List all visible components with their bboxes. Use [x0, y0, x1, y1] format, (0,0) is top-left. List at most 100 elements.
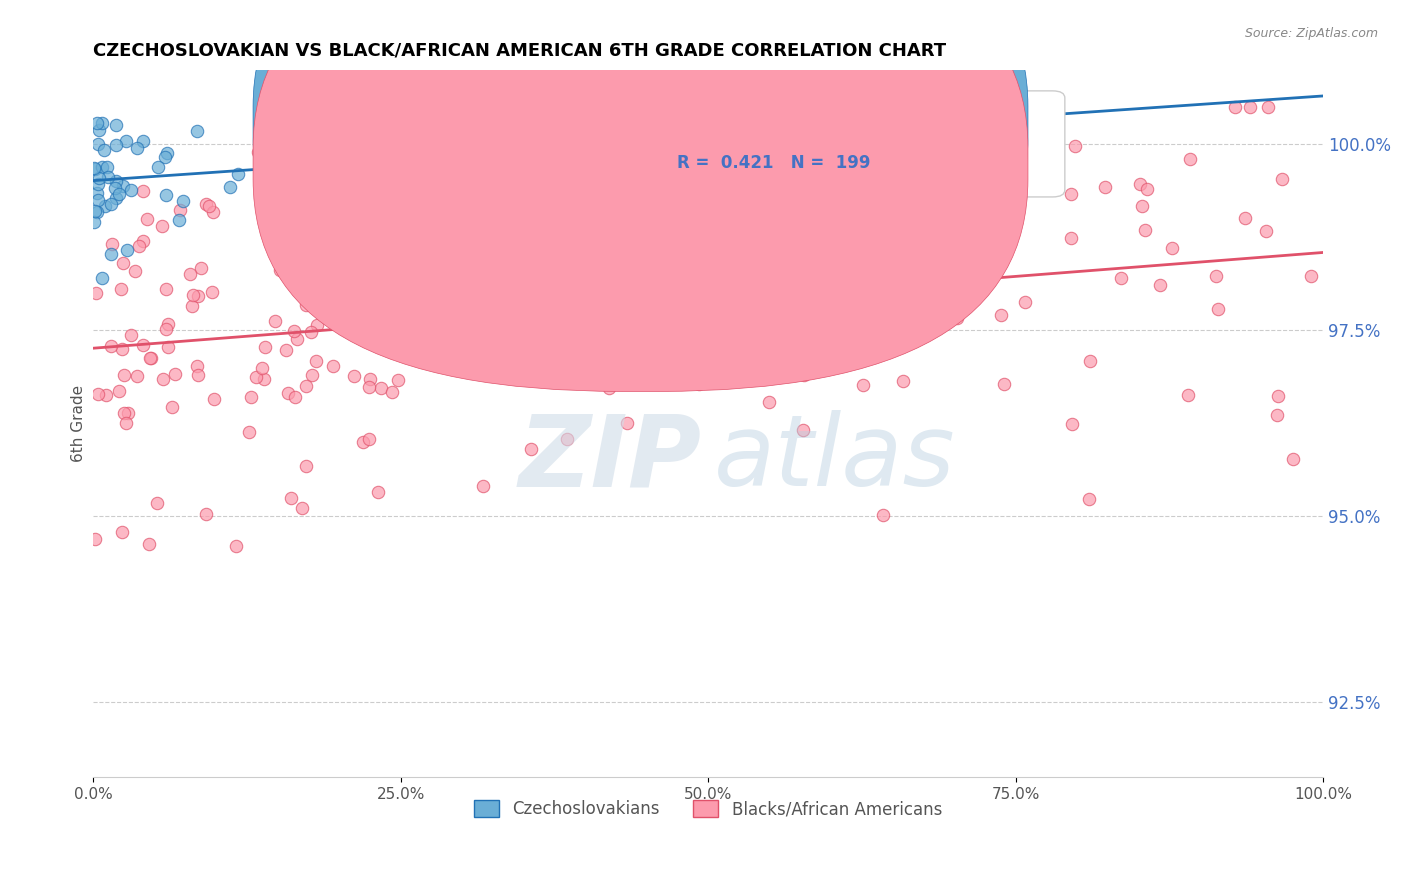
Point — [91, 160, 114, 174]
Point — [87, 123, 110, 137]
Point — [465, 155, 488, 169]
Point — [254, 340, 277, 354]
Point — [357, 380, 380, 394]
Point — [111, 525, 134, 540]
Point — [156, 146, 179, 161]
Point — [186, 124, 208, 138]
Point — [269, 263, 291, 277]
Point — [322, 359, 344, 373]
Point — [783, 228, 806, 243]
Point — [86, 205, 108, 219]
Point — [105, 118, 128, 132]
Point — [882, 260, 904, 274]
Point — [711, 277, 734, 291]
Point — [572, 100, 595, 114]
Point — [257, 211, 280, 226]
Point — [280, 491, 302, 506]
Point — [1136, 182, 1159, 196]
Point — [131, 184, 153, 198]
Point — [523, 100, 546, 114]
Point — [485, 197, 508, 211]
Point — [299, 325, 322, 339]
Point — [307, 178, 329, 192]
Point — [1094, 180, 1116, 194]
Text: atlas: atlas — [714, 410, 956, 508]
Point — [852, 377, 875, 392]
Point — [1282, 452, 1305, 467]
Point — [281, 227, 304, 242]
FancyBboxPatch shape — [253, 0, 1028, 351]
Point — [277, 386, 299, 401]
Point — [139, 351, 162, 365]
Point — [1265, 409, 1288, 423]
Text: CZECHOSLOVAKIAN VS BLACK/AFRICAN AMERICAN 6TH GRADE CORRELATION CHART: CZECHOSLOVAKIAN VS BLACK/AFRICAN AMERICA… — [93, 42, 946, 60]
Point — [543, 235, 565, 250]
Point — [128, 239, 150, 253]
Point — [84, 285, 107, 300]
Point — [246, 145, 269, 159]
Point — [100, 339, 122, 353]
Point — [370, 381, 392, 395]
Point — [155, 150, 177, 164]
Point — [1205, 268, 1227, 283]
Point — [960, 238, 983, 252]
Text: R =  0.302   N =  68: R = 0.302 N = 68 — [678, 113, 859, 131]
Point — [83, 204, 105, 219]
Point — [322, 233, 344, 247]
Point — [946, 291, 969, 305]
Point — [162, 400, 184, 414]
Point — [107, 187, 129, 202]
Point — [187, 368, 209, 383]
Point — [665, 227, 688, 241]
Point — [301, 368, 323, 383]
Point — [264, 314, 287, 328]
Point — [305, 353, 328, 368]
Point — [686, 368, 709, 382]
Point — [367, 484, 389, 499]
Point — [381, 384, 404, 399]
Point — [155, 322, 177, 336]
Point — [1256, 224, 1278, 238]
Point — [87, 136, 110, 151]
Point — [609, 317, 631, 331]
Point — [664, 252, 686, 266]
Point — [83, 532, 105, 546]
Point — [673, 103, 696, 118]
Point — [389, 330, 412, 344]
Point — [120, 327, 142, 342]
Point — [250, 360, 273, 375]
Point — [157, 341, 180, 355]
Point — [938, 196, 960, 211]
Point — [724, 323, 747, 337]
Point — [693, 136, 716, 151]
Point — [152, 372, 174, 386]
Point — [1208, 302, 1230, 317]
Point — [866, 301, 889, 315]
Point — [655, 282, 678, 296]
Point — [127, 369, 149, 384]
Point — [112, 255, 135, 269]
Point — [290, 161, 312, 175]
Point — [443, 294, 465, 309]
Point — [110, 282, 132, 296]
Text: Source: ZipAtlas.com: Source: ZipAtlas.com — [1244, 27, 1378, 40]
Point — [273, 149, 295, 163]
Point — [181, 288, 204, 302]
Point — [312, 251, 335, 265]
Point — [872, 508, 894, 522]
Point — [482, 188, 505, 202]
Point — [544, 217, 567, 231]
Point — [1161, 241, 1184, 255]
Point — [479, 197, 502, 211]
Point — [571, 129, 593, 144]
Point — [132, 338, 155, 352]
Point — [1149, 277, 1171, 292]
Point — [352, 434, 374, 449]
Point — [295, 379, 318, 393]
Point — [104, 190, 127, 204]
Point — [245, 370, 267, 384]
Point — [201, 205, 224, 219]
Point — [180, 299, 202, 313]
Point — [87, 177, 110, 191]
Point — [280, 246, 302, 260]
